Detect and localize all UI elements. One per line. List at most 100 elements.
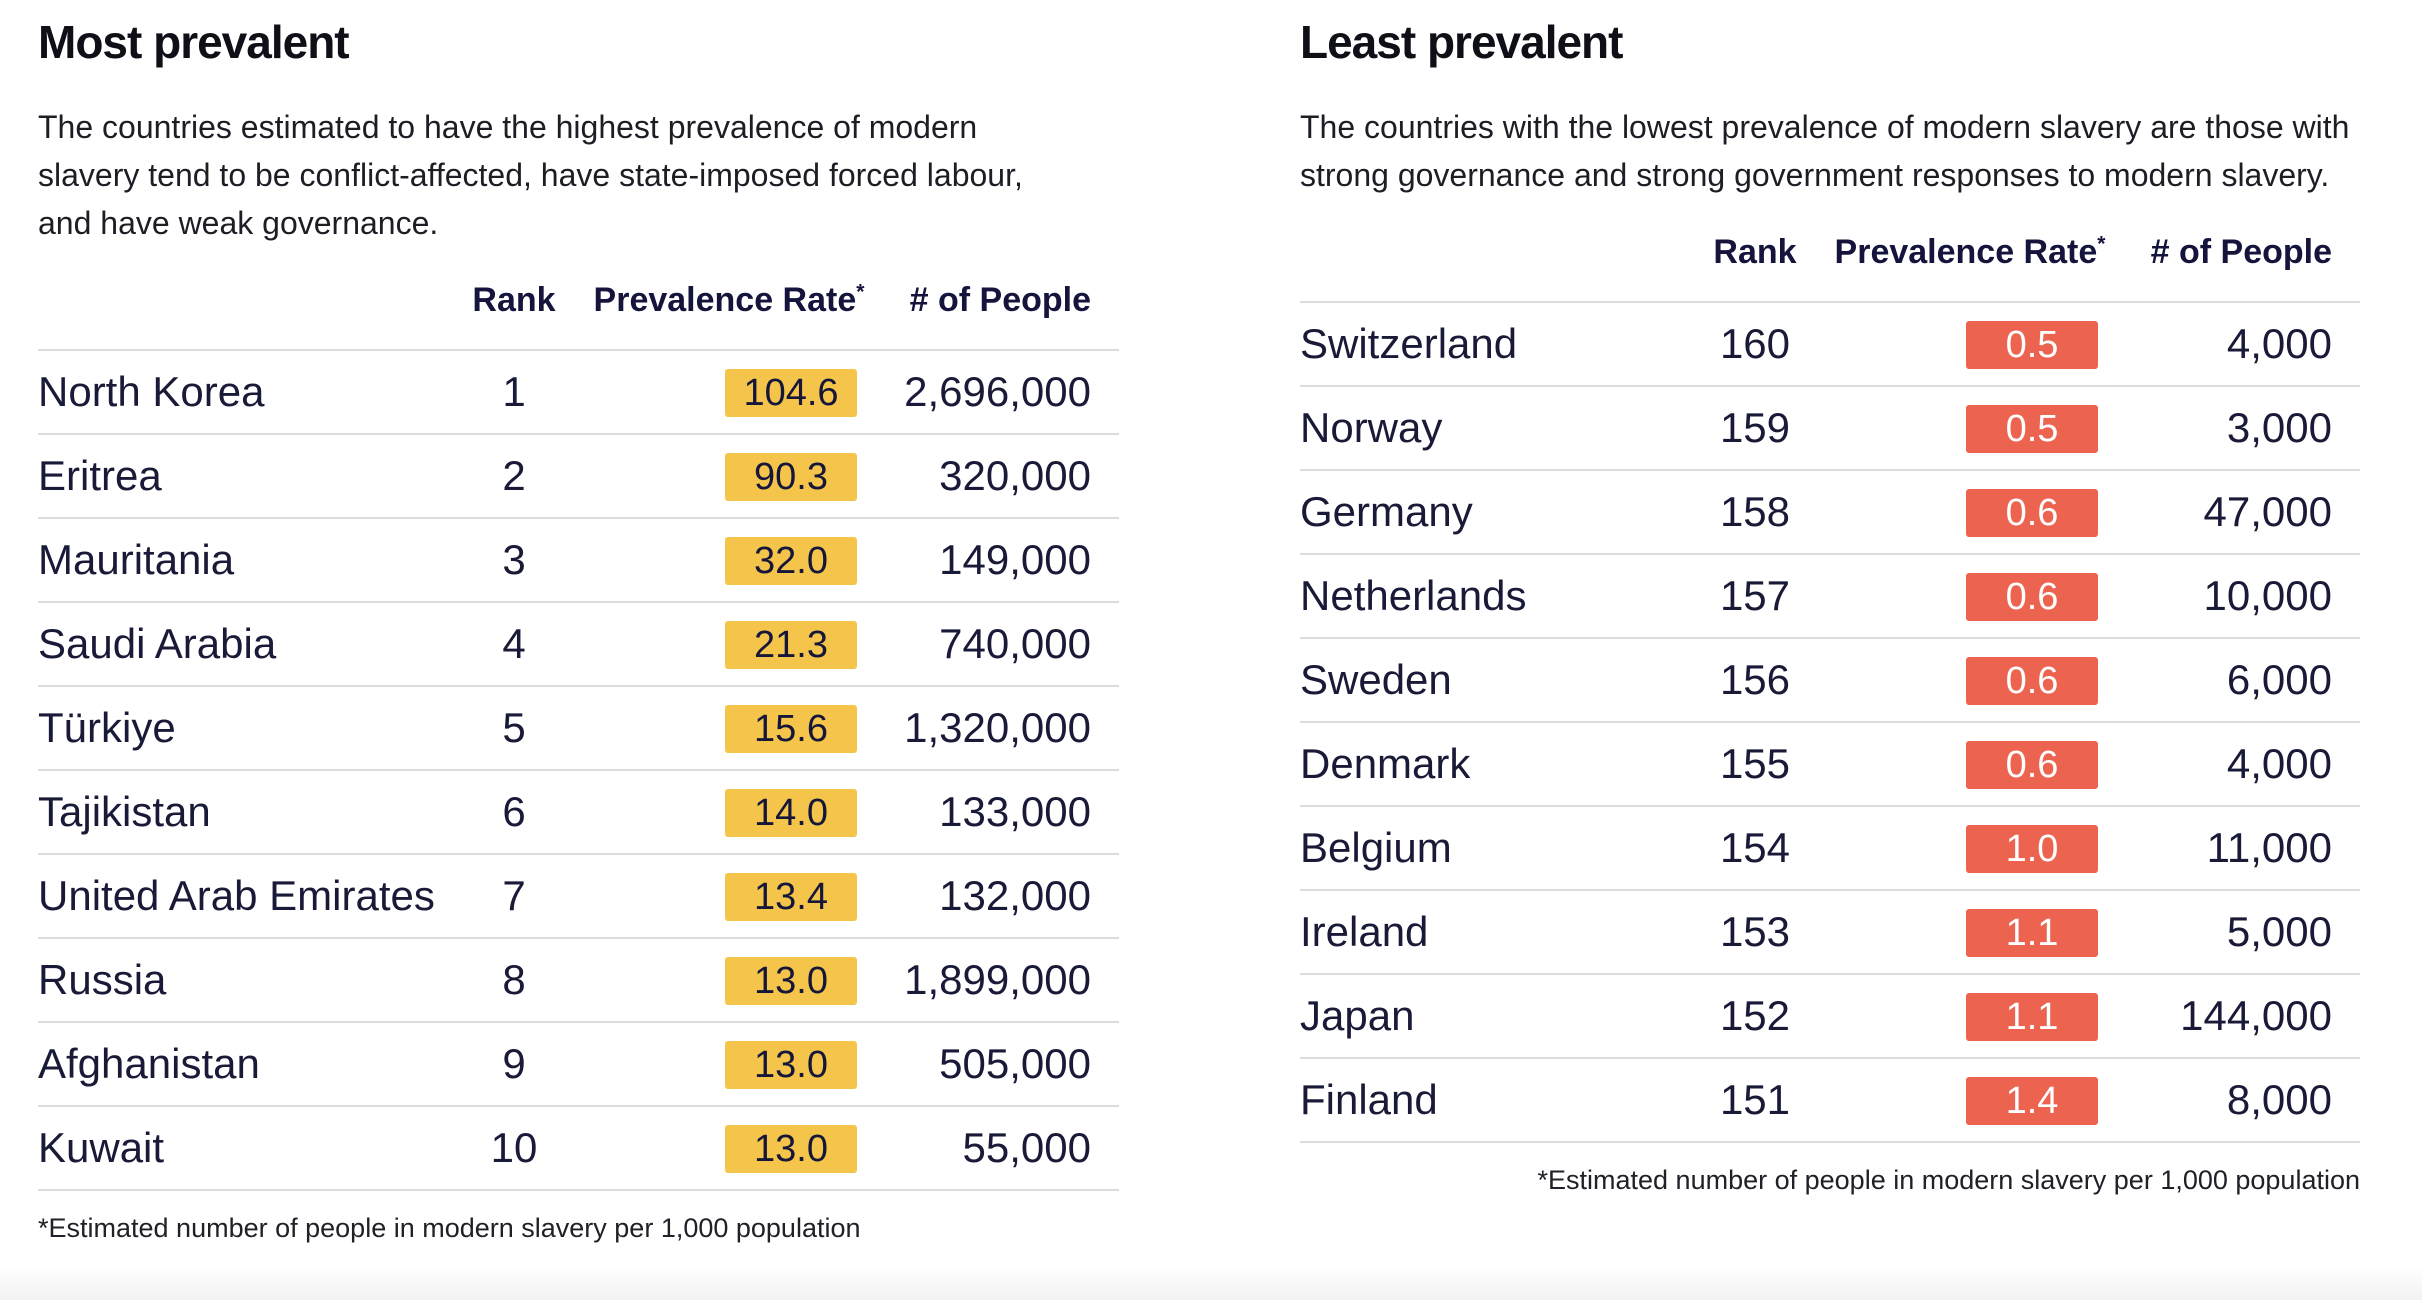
table-row: Tajikistan 6 14.0 133,000 xyxy=(38,768,1119,853)
country-cell: United Arab Emirates xyxy=(38,871,435,919)
prevalence-cell: 90.3 xyxy=(589,450,869,502)
rank-cell: 5 xyxy=(502,703,526,751)
country-cell: Kuwait xyxy=(38,1123,165,1171)
prevalence-cell: 15.6 xyxy=(589,702,869,754)
column-header-people: # of People xyxy=(909,280,1091,319)
people-count-cell: 47,000 xyxy=(2203,487,2332,535)
prevalence-cell: 0.6 xyxy=(1830,570,2110,622)
prevalence-cell: 0.6 xyxy=(1830,486,2110,538)
people-count-cell: 740,000 xyxy=(939,619,1091,667)
rank-cell: 7 xyxy=(502,871,526,919)
prevalence-rate-badge: 90.3 xyxy=(725,453,857,502)
column-header-prevalence: Prevalence Rate* xyxy=(589,281,869,320)
table-row: Germany 158 0.6 47,000 xyxy=(1300,468,2360,553)
footnote: *Estimated number of people in modern sl… xyxy=(38,1212,861,1243)
section-most-prevalent: Most prevalent The countries estimated t… xyxy=(38,16,1119,1244)
prevalence-footnote-marker: * xyxy=(2097,232,2106,256)
people-count-cell: 4,000 xyxy=(2226,739,2332,787)
prevalence-rate-badge: 13.0 xyxy=(725,1125,857,1174)
prevalence-tables-page: Most prevalent The countries estimated t… xyxy=(38,16,2360,1244)
country-cell: Denmark xyxy=(1300,739,1471,787)
column-header-prevalence-label: Prevalence Rate xyxy=(593,280,857,319)
table-row: Russia 8 13.0 1,899,000 xyxy=(38,936,1119,1021)
table-row: Denmark 155 0.6 4,000 xyxy=(1300,720,2360,805)
rank-cell: 8 xyxy=(502,955,526,1003)
table-row: Kuwait 10 13.0 55,000 xyxy=(38,1104,1119,1191)
bottom-gradient xyxy=(0,1266,2422,1300)
rank-cell: 157 xyxy=(1719,571,1791,619)
table-row: Norway 159 0.5 3,000 xyxy=(1300,384,2360,469)
rank-cell: 156 xyxy=(1719,655,1791,703)
column-header-rank: Rank xyxy=(1713,232,1797,271)
prevalence-rate-badge: 14.0 xyxy=(725,789,857,838)
people-count-cell: 8,000 xyxy=(2226,1075,2332,1123)
section-least-prevalent: Least prevalent The countries with the l… xyxy=(1300,16,2360,1244)
country-cell: Sweden xyxy=(1300,655,1452,703)
rank-cell: 159 xyxy=(1719,403,1791,451)
prevalence-cell: 1.1 xyxy=(1830,990,2110,1042)
table-row: Saudi Arabia 4 21.3 740,000 xyxy=(38,600,1119,685)
country-cell: Türkiye xyxy=(38,703,176,751)
people-count-cell: 149,000 xyxy=(939,535,1091,583)
prevalence-cell: 1.0 xyxy=(1830,822,2110,874)
prevalence-rate-badge: 0.6 xyxy=(1966,657,2098,706)
people-count-cell: 55,000 xyxy=(962,1123,1091,1171)
prevalence-rate-badge: 0.6 xyxy=(1966,489,2098,538)
prevalence-rate-badge: 32.0 xyxy=(725,537,857,586)
country-cell: Finland xyxy=(1300,1075,1438,1123)
rank-cell: 160 xyxy=(1719,319,1791,367)
country-cell: Afghanistan xyxy=(38,1039,260,1087)
section-description: The countries estimated to have the high… xyxy=(38,108,1023,241)
table-row: Japan 152 1.1 144,000 xyxy=(1300,972,2360,1057)
table-row: Afghanistan 9 13.0 505,000 xyxy=(38,1020,1119,1105)
people-count-cell: 6,000 xyxy=(2226,655,2332,703)
people-count-cell: 1,320,000 xyxy=(904,703,1091,751)
prevalence-cell: 1.4 xyxy=(1830,1074,2110,1126)
people-count-cell: 144,000 xyxy=(2180,991,2332,1039)
prevalence-rate-badge: 15.6 xyxy=(725,705,857,754)
people-count-cell: 11,000 xyxy=(2206,823,2332,871)
rank-cell: 152 xyxy=(1719,991,1791,1039)
people-count-cell: 3,000 xyxy=(2226,403,2332,451)
table-row: Mauritania 3 32.0 149,000 xyxy=(38,516,1119,601)
rank-cell: 3 xyxy=(502,535,526,583)
people-count-cell: 5,000 xyxy=(2226,907,2332,955)
prevalence-rate-badge: 21.3 xyxy=(725,621,857,670)
rank-cell: 4 xyxy=(502,619,526,667)
table-header-row: Rank Prevalence Rate* # of People xyxy=(1300,233,2360,301)
page-title: Most prevalent xyxy=(38,16,350,68)
prevalence-cell: 13.0 xyxy=(589,954,869,1006)
table-row: Switzerland 160 0.5 4,000 xyxy=(1300,300,2360,385)
country-cell: Germany xyxy=(1300,487,1473,535)
table-row: Türkiye 5 15.6 1,320,000 xyxy=(38,684,1119,769)
prevalence-cell: 0.6 xyxy=(1830,654,2110,706)
rank-cell: 153 xyxy=(1719,907,1791,955)
prevalence-cell: 0.6 xyxy=(1830,738,2110,790)
prevalence-rate-badge: 0.6 xyxy=(1966,741,2098,790)
prevalence-cell: 32.0 xyxy=(589,534,869,586)
table-header-row: Rank Prevalence Rate* # of People xyxy=(38,281,1119,349)
country-cell: Eritrea xyxy=(38,451,162,499)
table-row: Sweden 156 0.6 6,000 xyxy=(1300,636,2360,721)
rank-cell: 9 xyxy=(502,1039,526,1087)
prevalence-rate-badge: 13.4 xyxy=(725,873,857,922)
table-row: Ireland 153 1.1 5,000 xyxy=(1300,888,2360,973)
table-row: Belgium 154 1.0 11,000 xyxy=(1300,804,2360,889)
rank-cell: 151 xyxy=(1719,1075,1791,1123)
people-count-cell: 133,000 xyxy=(939,787,1091,835)
rank-cell: 6 xyxy=(502,787,526,835)
table-body: North Korea 1 104.6 2,696,000 Eritrea 2 … xyxy=(38,348,1119,1191)
prevalence-cell: 14.0 xyxy=(589,786,869,838)
prevalence-rate-badge: 1.4 xyxy=(1966,1077,2098,1126)
column-header-people: # of People xyxy=(2150,232,2332,271)
prevalence-footnote-marker: * xyxy=(856,280,865,304)
country-cell: Switzerland xyxy=(1300,319,1518,367)
prevalence-cell: 13.0 xyxy=(589,1038,869,1090)
country-cell: Ireland xyxy=(1300,907,1429,955)
column-header-prevalence-label: Prevalence Rate xyxy=(1834,232,2098,271)
prevalence-cell: 0.5 xyxy=(1830,402,2110,454)
rank-cell: 1 xyxy=(502,367,526,415)
table-row: Finland 151 1.4 8,000 xyxy=(1300,1056,2360,1143)
country-cell: North Korea xyxy=(38,367,265,415)
country-cell: Russia xyxy=(38,955,167,1003)
